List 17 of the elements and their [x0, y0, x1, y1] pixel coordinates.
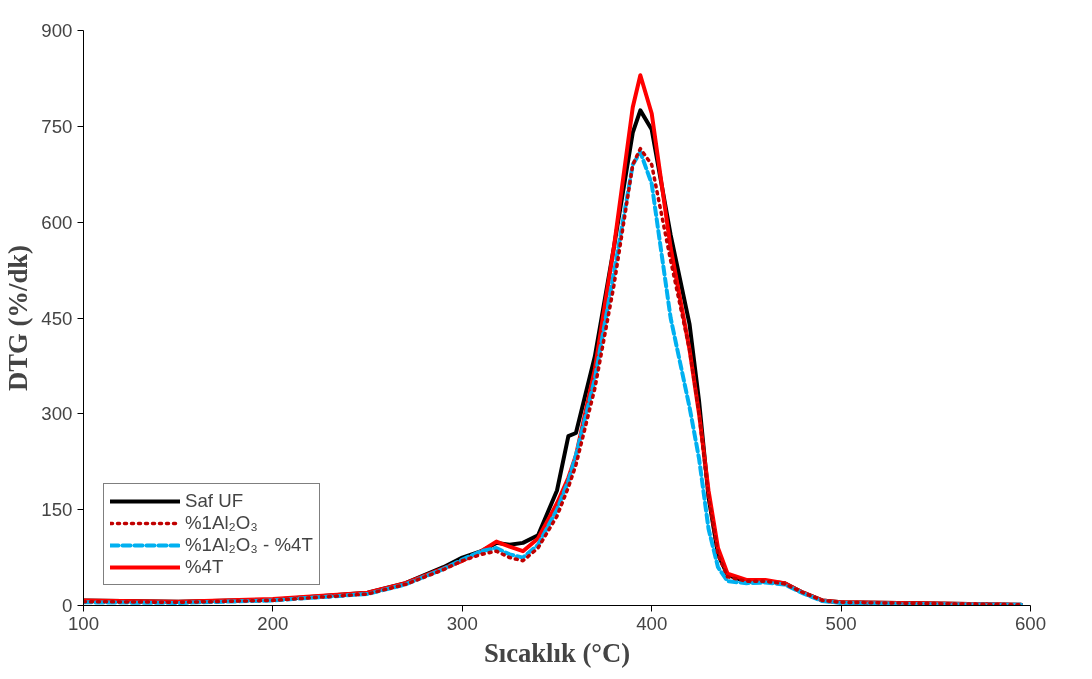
y-tick-label: 600: [41, 211, 73, 233]
x-tick-label: 200: [257, 612, 289, 634]
legend-label: %1Al₂O₃ - %4T: [185, 534, 313, 556]
y-tick-label: 150: [41, 499, 73, 521]
y-tick-label: 750: [41, 115, 73, 137]
legend-label: %1Al₂O₃: [185, 512, 258, 534]
y-tick-label: 450: [41, 307, 73, 329]
y-axis-title: DTG (%/dk): [3, 245, 34, 391]
y-tick-label: 900: [41, 20, 73, 41]
x-tick-label: 600: [1014, 612, 1047, 634]
legend-label: Saf UF: [185, 490, 244, 512]
x-tick-label: 300: [446, 612, 478, 634]
x-axis-title: Sıcaklık (°C): [483, 637, 631, 668]
x-tick-label: 500: [825, 612, 857, 634]
y-tick-label: 300: [41, 403, 73, 425]
legend-label: %4T: [185, 556, 224, 578]
x-tick-label: 400: [636, 612, 668, 634]
